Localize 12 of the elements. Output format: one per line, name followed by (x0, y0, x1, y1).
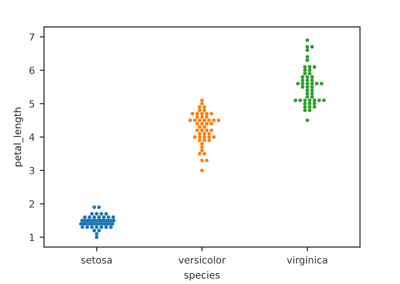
y-tick-label: 6 (29, 66, 34, 74)
x-axis-title: species (184, 271, 220, 280)
y-tick-label: 7 (30, 33, 34, 41)
x-tick-label: virginica (286, 256, 328, 266)
x-tick-label: versicolor (178, 256, 226, 264)
y-axis-title: petal_length (14, 108, 24, 166)
y-tick-label: 5 (30, 100, 34, 108)
y-tick-label: 4 (29, 134, 34, 141)
y-tick-label: 3 (30, 166, 34, 174)
x-tick-label: setosa (81, 256, 112, 264)
y-tick-label: 1 (30, 234, 34, 241)
y-tick-label: 2 (30, 200, 34, 208)
